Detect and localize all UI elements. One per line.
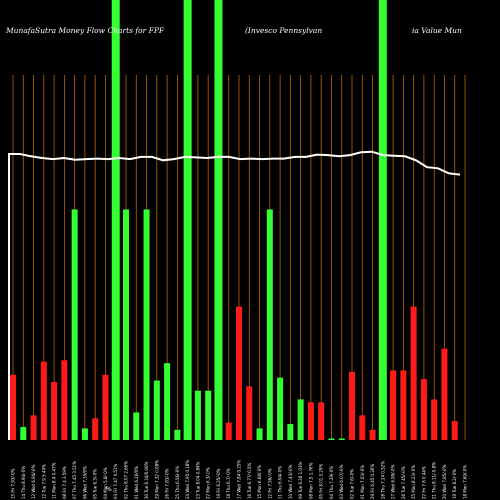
date-tick-label: 30 Tue 6.34/0.06%: [144, 461, 149, 499]
date-tick-label: 13 Wed 6.94/-0%: [31, 464, 36, 499]
date-tick-label: 02 Thu 8.07 2.66%: [124, 461, 129, 499]
money-flow-bar: [194, 390, 201, 440]
money-flow-bar: [71, 209, 78, 440]
date-tick-label: 22 Mon 6.3/-0%: [206, 467, 211, 499]
money-flow-bar: [338, 438, 345, 440]
chart-title-part-3: ia Value Mun: [412, 26, 462, 35]
money-flow-bar: [277, 377, 284, 440]
date-tick-label: 25 Thu 6.56/-0%: [175, 466, 180, 499]
date-tick-label: 27 Wed 6.99/-0%: [391, 464, 396, 499]
date-tick-label: 29 Mon 7.32 0.08%: [154, 460, 159, 499]
money-flow-bar: [328, 438, 335, 440]
money-flow-bar: [410, 306, 417, 440]
date-tick-label: 23 Tue 8.04 0.84%: [195, 461, 200, 499]
money-flow-bar: [266, 209, 273, 440]
date-tick-label: 07 Thu 7.45 3.51%: [72, 461, 77, 499]
money-flow-bar: [133, 412, 140, 440]
date-tick-label: 26 Fri 7.83/-0%: [165, 468, 170, 499]
money-flow-bar: [307, 402, 314, 440]
date-tick-label: 20 Wed 7.85/-0%: [442, 464, 447, 499]
date-tick-label: 15 Mon 6.68/-0%: [257, 465, 262, 499]
date-tick-label: 29 Fri 6.45 0.26%: [370, 464, 375, 499]
date-tick-label: 21 Thu 8.11/-0.8%: [432, 462, 437, 499]
money-flow-bar: [349, 371, 355, 440]
money-flow-bar: [30, 415, 37, 440]
date-tick-label: 03 Fri 7.47 0.51%: [113, 464, 118, 499]
date-tick-label: 03 Wed 6.07/-0%: [339, 464, 344, 499]
money-flow-bar: [10, 374, 16, 440]
date-tick-label: 12 Fri 7.56/-0%: [267, 468, 272, 499]
date-tick-label: 26 Tue 7.45/-0%: [401, 466, 406, 499]
money-flow-bar: [236, 306, 242, 440]
money-flow-bar: [400, 370, 407, 440]
money-flow-bar: [51, 382, 58, 440]
chart-title-part-2: (Invesco Pennsylvan: [245, 26, 322, 35]
date-tick-label: 06 Wed 7.35/0%: [82, 466, 87, 499]
date-tick-label: 04 Thu 7.29/-0%: [329, 466, 334, 499]
money-flow-bar: [256, 428, 263, 440]
money-flow-bar: [153, 380, 160, 440]
date-tick-label: 19 Tue 8.2/-0%: [452, 469, 457, 499]
money-flow-bar: [102, 374, 109, 440]
money-flow-bar: [143, 209, 150, 440]
date-tick-label: 08 Fri 7.4 3.59%: [62, 466, 67, 499]
money-flow-bar: [359, 415, 366, 440]
date-tick-label: 18 Thu 6.7/-0%: [226, 468, 231, 499]
money-flow-bar: [205, 390, 212, 440]
date-tick-label: 17 Wed 7.84 0.25%: [237, 460, 242, 499]
money-flow-bar: [40, 361, 47, 440]
highlight-layer: [111, 0, 387, 440]
date-tick-label: 10 Wed 7.43/-0%: [288, 464, 293, 499]
percent-label: %: [106, 486, 112, 493]
price-line: [8, 150, 461, 440]
date-tick-label: 09 Tue 6.26 1.03%: [298, 461, 303, 499]
date-tick-label: 01 Mon 7.03/-0%: [360, 465, 365, 499]
money-flow-bar: [318, 402, 325, 440]
date-tick-label: 19 Fri 6.25/-0%: [216, 468, 221, 499]
date-tick-label: 18 Mon 7.69/-0%: [463, 465, 468, 499]
date-tick-label: 05 Tue 6.3/-0%: [93, 469, 98, 499]
date-tick-label: 25 Mon 8.23/-0%: [411, 465, 416, 499]
highlight-column: [378, 0, 387, 440]
money-flow-bar: [61, 360, 68, 440]
money-flow-bar: [92, 418, 99, 440]
date-tick-label: 11 Thu 6.94/-0%: [278, 466, 283, 499]
highlight-column: [111, 0, 120, 440]
money-flow-bar: [390, 370, 397, 440]
bar-layer: [10, 209, 458, 440]
money-flow-bar: [174, 429, 181, 440]
date-tick-label: 01 Wed 6.26/0%: [134, 466, 139, 499]
date-tick-label: 02 Tue 7.6/-0%: [350, 469, 355, 499]
money-flow-bar: [246, 386, 253, 440]
money-flow-bar: [441, 348, 448, 440]
date-tick-label: 11 Mon 8.4 0.47%: [52, 462, 57, 499]
date-tick-label: 28 Thu 7.24 0.52%: [380, 461, 385, 499]
money-flow-bar: [164, 363, 171, 440]
date-tick-label: 08 Mon 7.5 1.76%: [308, 462, 313, 499]
date-tick-label: 05 Fri 8.01 0.29%: [319, 464, 324, 499]
date-tick-label: 12 Tue 7.9 5.44%: [41, 464, 46, 499]
money-flow-bar: [20, 426, 27, 440]
money-flow-bar: [420, 379, 427, 440]
date-tick-label: 14 Thu 8.94/-0%: [21, 466, 26, 499]
highlight-column: [214, 0, 223, 440]
money-flow-bar: [287, 424, 294, 440]
money-flow-bar: [297, 399, 304, 440]
highlight-column: [183, 0, 192, 440]
date-tick-label: 22 Fri 7.6 0.44%: [421, 466, 426, 499]
date-tick-label: 15 Fri 7.93/-0%: [11, 468, 16, 499]
money-flow-bar: [123, 209, 129, 440]
money-flow-bar: [431, 399, 438, 440]
date-tick-label: 04 Mon 5.8/-0%: [103, 467, 108, 499]
money-flow-bar: [225, 422, 232, 440]
money-flow-bar: [369, 429, 376, 440]
label-layer: 15 Fri 7.93/-0% 14 Thu 8.94/-0% 13 Wed 6.9…: [11, 460, 468, 499]
date-tick-label: 24 Wed 7.95 0.18%: [185, 460, 190, 499]
chart-title-part-1: MunafaSutra Money Flow Charts for FPF: [5, 26, 165, 35]
money-flow-bar: [451, 421, 458, 440]
date-tick-label: 16 Tue 6.77/-0.5%: [247, 462, 252, 499]
money-flow-bar: [81, 428, 88, 440]
